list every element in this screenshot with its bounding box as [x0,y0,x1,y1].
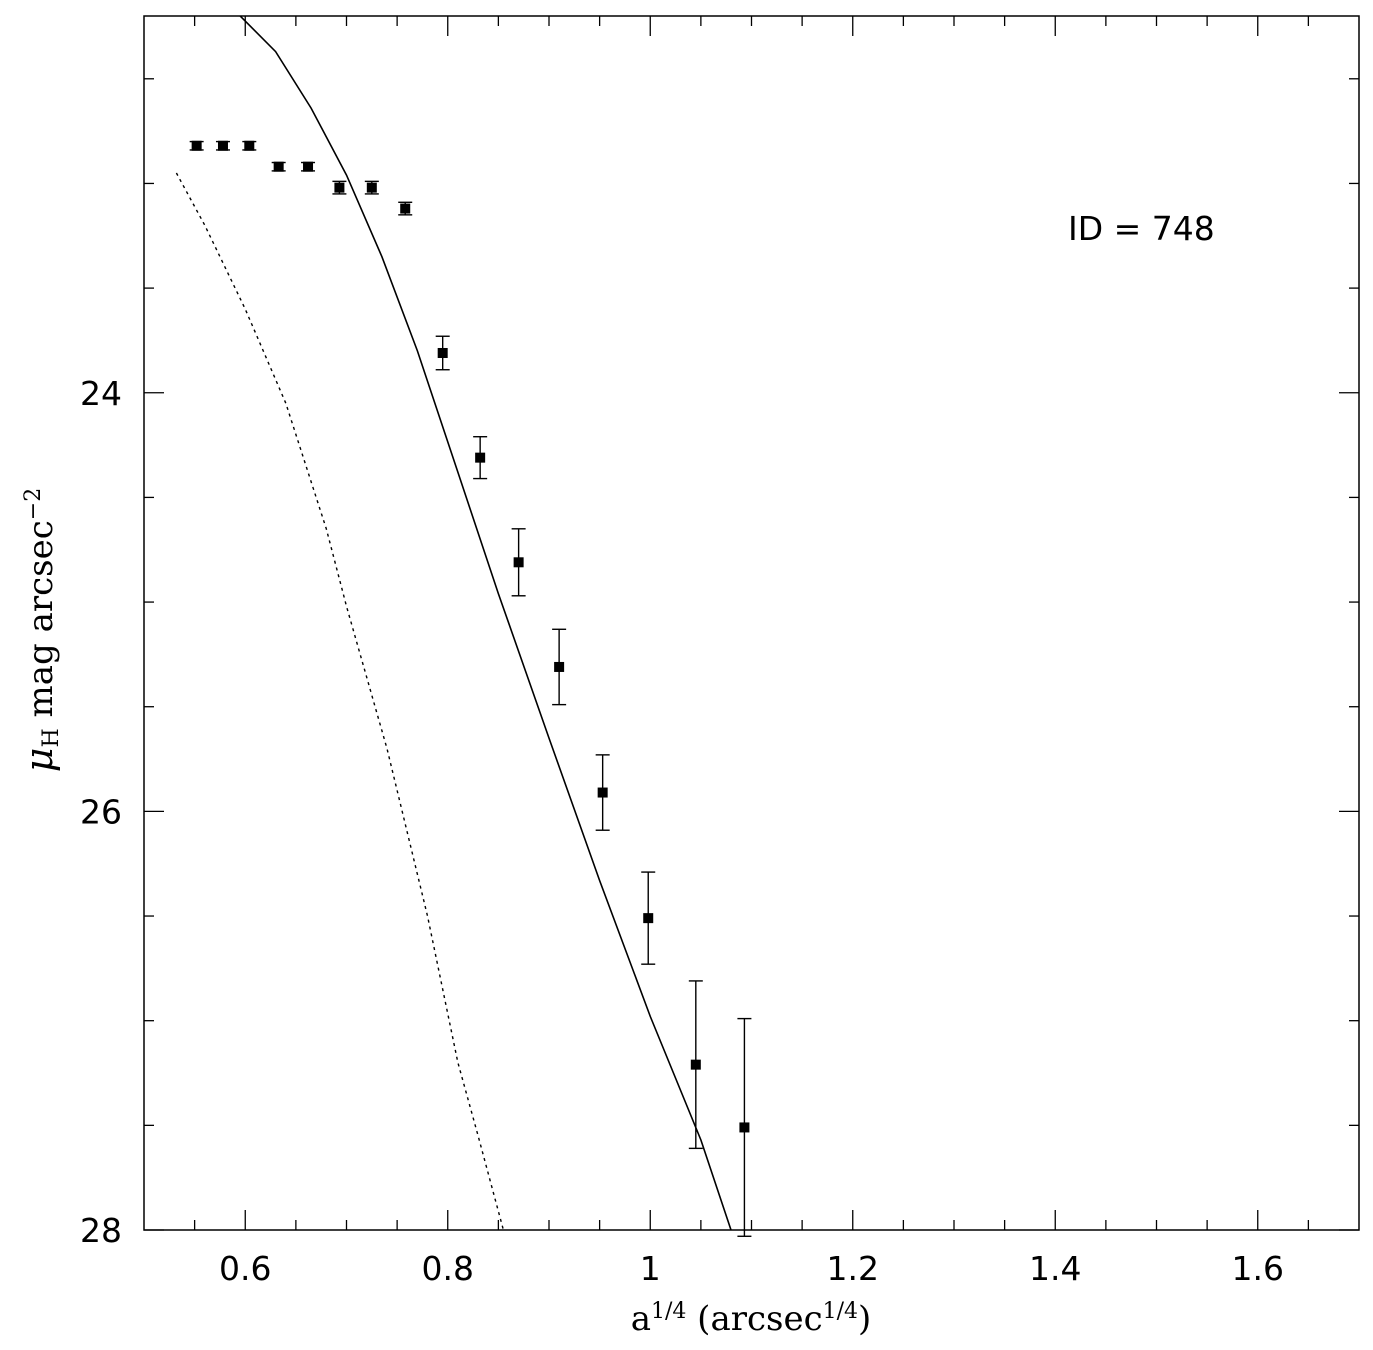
x-tick-label: 1.2 [827,1249,879,1288]
data-point [334,182,345,193]
axis-ticks [144,16,1359,1231]
dotted-model-line [175,172,505,1230]
data-point [475,452,486,463]
plot-frame [143,15,1360,1231]
x-axis-close: ) [858,1299,871,1339]
data-point [400,203,411,214]
x-axis-base: a [631,1299,651,1339]
data-point [366,182,377,193]
x-tick-label: 0.8 [422,1249,474,1288]
data-point [217,140,228,151]
data-point [437,347,448,358]
data-points [189,140,752,1237]
y-tick-label: 28 [80,1211,122,1250]
y-axis-exponent: −2 [21,488,46,520]
x-tick-label: 1.6 [1232,1249,1284,1288]
y-tick-label: 24 [80,374,122,413]
data-point [244,140,255,151]
data-point [739,1122,750,1133]
y-axis-subscript: H [39,728,64,747]
data-point [513,557,524,568]
data-point [690,1059,701,1070]
x-axis-unit-exponent: 1/4 [823,1299,858,1324]
x-axis-exponent: 1/4 [651,1299,686,1324]
data-point [191,140,202,151]
x-tick-label: 1.4 [1029,1249,1081,1288]
y-tick-label: 26 [80,792,122,831]
data-point [597,787,608,798]
id-annotation: ID = 748 [1068,209,1215,248]
x-tick-label: 1 [640,1249,661,1288]
data-point [554,661,565,672]
data-point [303,161,314,172]
y-axis-symbol: μ [17,748,61,773]
y-axis-text: mag arcsec [21,520,61,728]
x-tick-label: 0.6 [219,1249,271,1288]
model-lines [175,16,732,1230]
x-axis-title: a1/4 (arcsec1/4) [631,1299,872,1339]
data-point [643,913,654,924]
x-tick-labels: 0.6 0.8 1 1.2 1.4 1.6 [219,1249,1284,1288]
y-tick-labels: 24 26 28 [80,374,122,1250]
data-point [273,161,284,172]
y-axis-title: μH mag arcsec−2 [17,488,64,772]
solid-model-line [239,16,732,1230]
x-axis-unit: (arcsec [686,1299,822,1339]
